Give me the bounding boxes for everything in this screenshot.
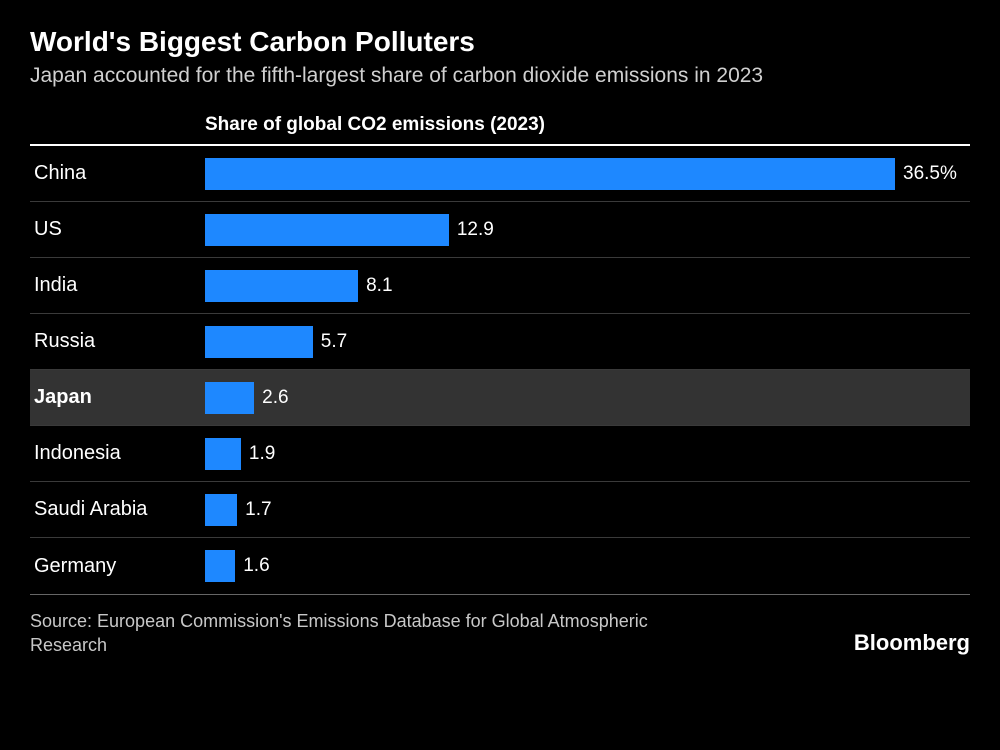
table-row: Saudi Arabia 1.7 [30, 482, 970, 538]
bar [205, 438, 241, 470]
row-label: China [30, 162, 205, 185]
source-text: Source: European Commission's Emissions … [30, 609, 650, 658]
brand-label: Bloomberg [854, 630, 970, 658]
row-label: Japan [30, 386, 205, 409]
table-row: India 8.1 [30, 258, 970, 314]
table-row: Russia 5.7 [30, 314, 970, 370]
row-bar-area: 36.5% [205, 146, 970, 201]
row-bar-area: 5.7 [205, 314, 970, 369]
bar [205, 326, 313, 358]
table-row: US 12.9 [30, 202, 970, 258]
bar [205, 382, 254, 414]
bar [205, 158, 895, 190]
row-label: Saudi Arabia [30, 498, 205, 521]
bar-value: 8.1 [366, 275, 392, 297]
chart-footer: Source: European Commission's Emissions … [30, 609, 970, 658]
row-bar-area: 2.6 [205, 370, 970, 425]
bar [205, 494, 237, 526]
row-label: Germany [30, 555, 205, 578]
chart-area: China 36.5% US 12.9 India 8.1 Russia 5.7 Japan 2.… [30, 144, 970, 595]
row-label: Indonesia [30, 442, 205, 465]
table-row: China 36.5% [30, 146, 970, 202]
row-label: US [30, 218, 205, 241]
row-label: India [30, 274, 205, 297]
row-bar-area: 12.9 [205, 202, 970, 257]
row-bar-area: 1.9 [205, 426, 970, 481]
table-row: Indonesia 1.9 [30, 426, 970, 482]
bar-value: 12.9 [457, 219, 494, 241]
row-bar-area: 1.7 [205, 482, 970, 537]
bar [205, 214, 449, 246]
bar-value: 2.6 [262, 387, 288, 409]
row-label: Russia [30, 330, 205, 353]
chart-axis-header: Share of global CO2 emissions (2023) [205, 114, 970, 136]
bar-value: 1.6 [243, 555, 269, 577]
row-bar-area: 8.1 [205, 258, 970, 313]
bar-value: 1.7 [245, 499, 271, 521]
bar-value: 5.7 [321, 331, 347, 353]
table-row: Japan 2.6 [30, 370, 970, 426]
bar [205, 270, 358, 302]
chart-title: World's Biggest Carbon Polluters [30, 26, 970, 58]
bar [205, 550, 235, 582]
table-row: Germany 1.6 [30, 538, 970, 594]
chart-subtitle: Japan accounted for the fifth-largest sh… [30, 64, 970, 88]
bar-value: 36.5% [903, 163, 957, 185]
row-bar-area: 1.6 [205, 538, 970, 594]
bar-value: 1.9 [249, 443, 275, 465]
